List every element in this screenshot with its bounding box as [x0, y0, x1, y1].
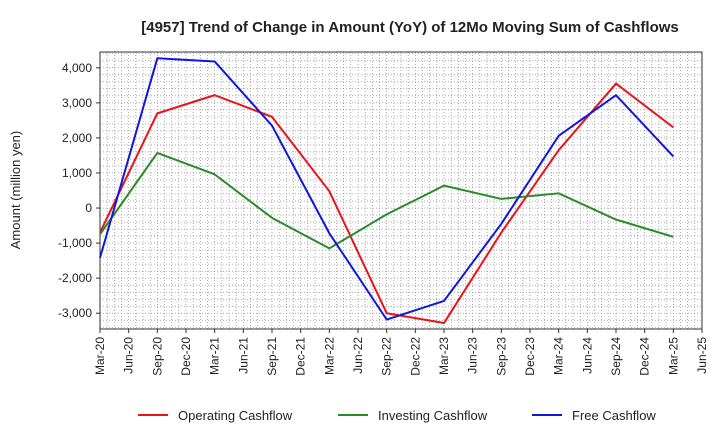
x-tick-label: Jun-25 — [695, 337, 709, 374]
x-tick-label: Mar-22 — [322, 337, 336, 375]
series-line-operating-cashflow — [99, 82, 674, 325]
x-tick-label: Jun-23 — [466, 337, 480, 374]
y-tick-label: 2,000 — [62, 131, 92, 145]
y-tick-label: 3,000 — [62, 96, 92, 110]
x-tick-label: Sep-22 — [380, 337, 394, 376]
x-tick-label: Dec-22 — [408, 337, 422, 376]
series-line-free-cashflow — [99, 57, 675, 321]
x-tick-label: Jun-20 — [122, 337, 136, 374]
x-tick-label: Mar-24 — [552, 337, 566, 375]
y-tick-label: 0 — [85, 201, 92, 215]
plot-frame — [99, 51, 703, 330]
x-tick-label: Mar-25 — [666, 337, 680, 375]
x-tick-label: Sep-23 — [494, 337, 508, 376]
legend: Operating Cashflow Investing Cashflow Free… — [138, 408, 656, 423]
y-axis-label: Amount (million yen) — [8, 131, 23, 250]
x-tick-label: Sep-20 — [150, 337, 164, 376]
y-tick-label: 1,000 — [62, 166, 92, 180]
series-line-investing-cashflow — [99, 151, 674, 250]
x-tick-label: Dec-23 — [523, 337, 537, 376]
y-tick-label: -3,000 — [58, 306, 92, 320]
grid — [100, 52, 702, 329]
legend-label-operating-cashflow: Operating Cashflow — [178, 408, 293, 423]
x-tick-label: Jun-22 — [351, 337, 365, 374]
x-tick-label: Jun-21 — [236, 337, 250, 374]
chart-title: [4957] Trend of Change in Amount (YoY) o… — [141, 19, 679, 36]
y-axis: -3,000 -2,000 -1,000 0 1,000 2,000 3,000 4,000 — [58, 61, 100, 320]
x-tick-label: Sep-24 — [609, 337, 623, 376]
x-tick-label: Mar-20 — [93, 337, 107, 375]
x-tick-label: Mar-21 — [208, 337, 222, 375]
y-tick-label: -2,000 — [58, 271, 92, 285]
x-tick-label: Dec-20 — [179, 337, 193, 376]
x-tick-label: Sep-21 — [265, 337, 279, 376]
y-tick-label: 4,000 — [62, 61, 92, 75]
x-tick-label: Dec-24 — [638, 337, 652, 376]
series-lines — [99, 57, 675, 325]
x-axis: Mar-20 Jun-20 Sep-20 Dec-20 Mar-21 Jun-21 Sep-… — [93, 329, 709, 376]
x-tick-label: Mar-23 — [437, 337, 451, 375]
x-tick-label: Dec-21 — [294, 337, 308, 376]
x-tick-label: Jun-24 — [580, 337, 594, 374]
legend-label-free-cashflow: Free Cashflow — [572, 408, 656, 423]
legend-label-investing-cashflow: Investing Cashflow — [378, 408, 488, 423]
y-tick-label: -1,000 — [58, 236, 92, 250]
